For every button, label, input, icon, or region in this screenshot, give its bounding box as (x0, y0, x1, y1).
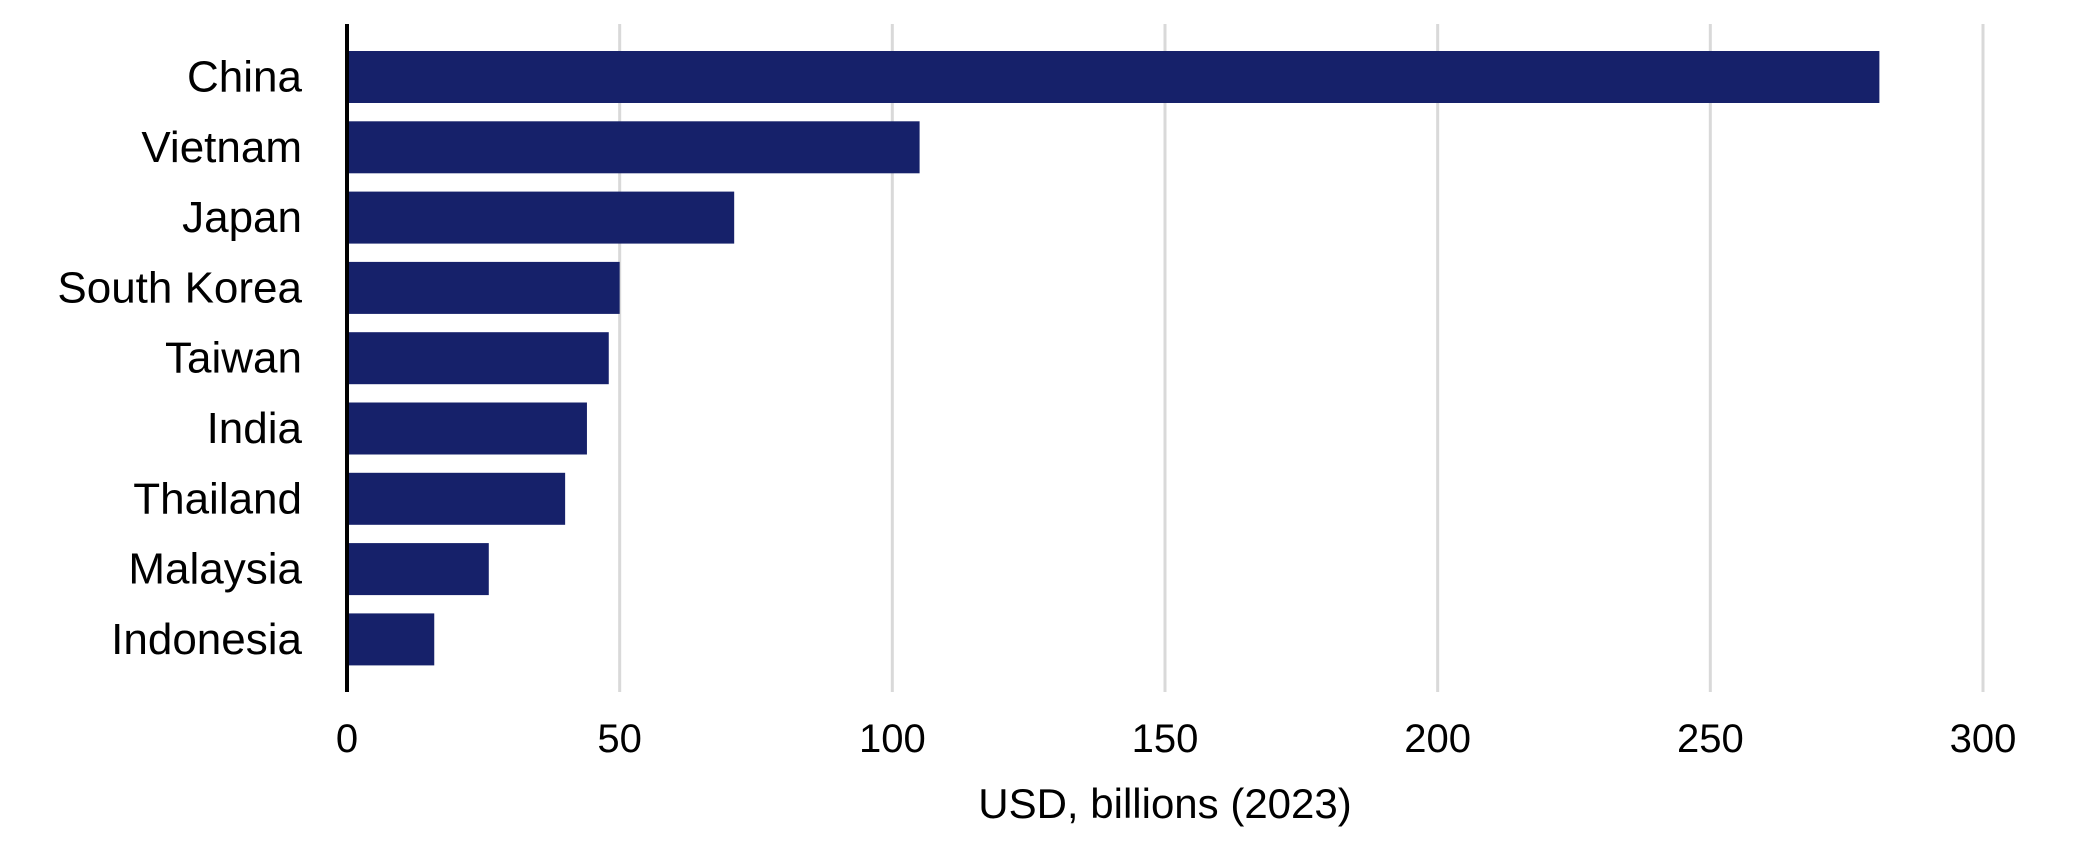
bar (347, 191, 735, 244)
bar (347, 402, 587, 455)
x-tick-labels: 0 50 100 150 200 250 300 (336, 717, 2017, 761)
category-label: China (187, 53, 302, 102)
category-label: Malaysia (128, 545, 302, 594)
bar (347, 613, 435, 666)
category-labels: China Vietnam Japan South Korea Taiwan India T… (57, 53, 302, 664)
category-label: Indonesia (111, 615, 302, 664)
x-tick-label: 100 (859, 717, 926, 761)
bars (347, 51, 1880, 666)
category-label: India (207, 404, 303, 453)
x-tick-label: 200 (1404, 717, 1471, 761)
x-tick-label: 250 (1677, 717, 1744, 761)
bar (347, 121, 920, 174)
x-tick-label: 50 (597, 717, 642, 761)
x-tick-label: 300 (1950, 717, 2017, 761)
x-axis-title: USD, billions (2023) (978, 780, 1352, 827)
category-label: South Korea (57, 263, 302, 312)
category-label: Vietnam (141, 123, 302, 172)
category-label: Japan (182, 193, 302, 242)
category-label: Taiwan (165, 334, 302, 383)
x-tick-label: 0 (336, 717, 358, 761)
bar (347, 543, 489, 596)
bar (347, 472, 566, 525)
bar (347, 261, 620, 314)
category-label: Thailand (133, 474, 302, 523)
bar (347, 332, 609, 385)
bar (347, 51, 1880, 103)
x-tick-label: 150 (1132, 717, 1199, 761)
